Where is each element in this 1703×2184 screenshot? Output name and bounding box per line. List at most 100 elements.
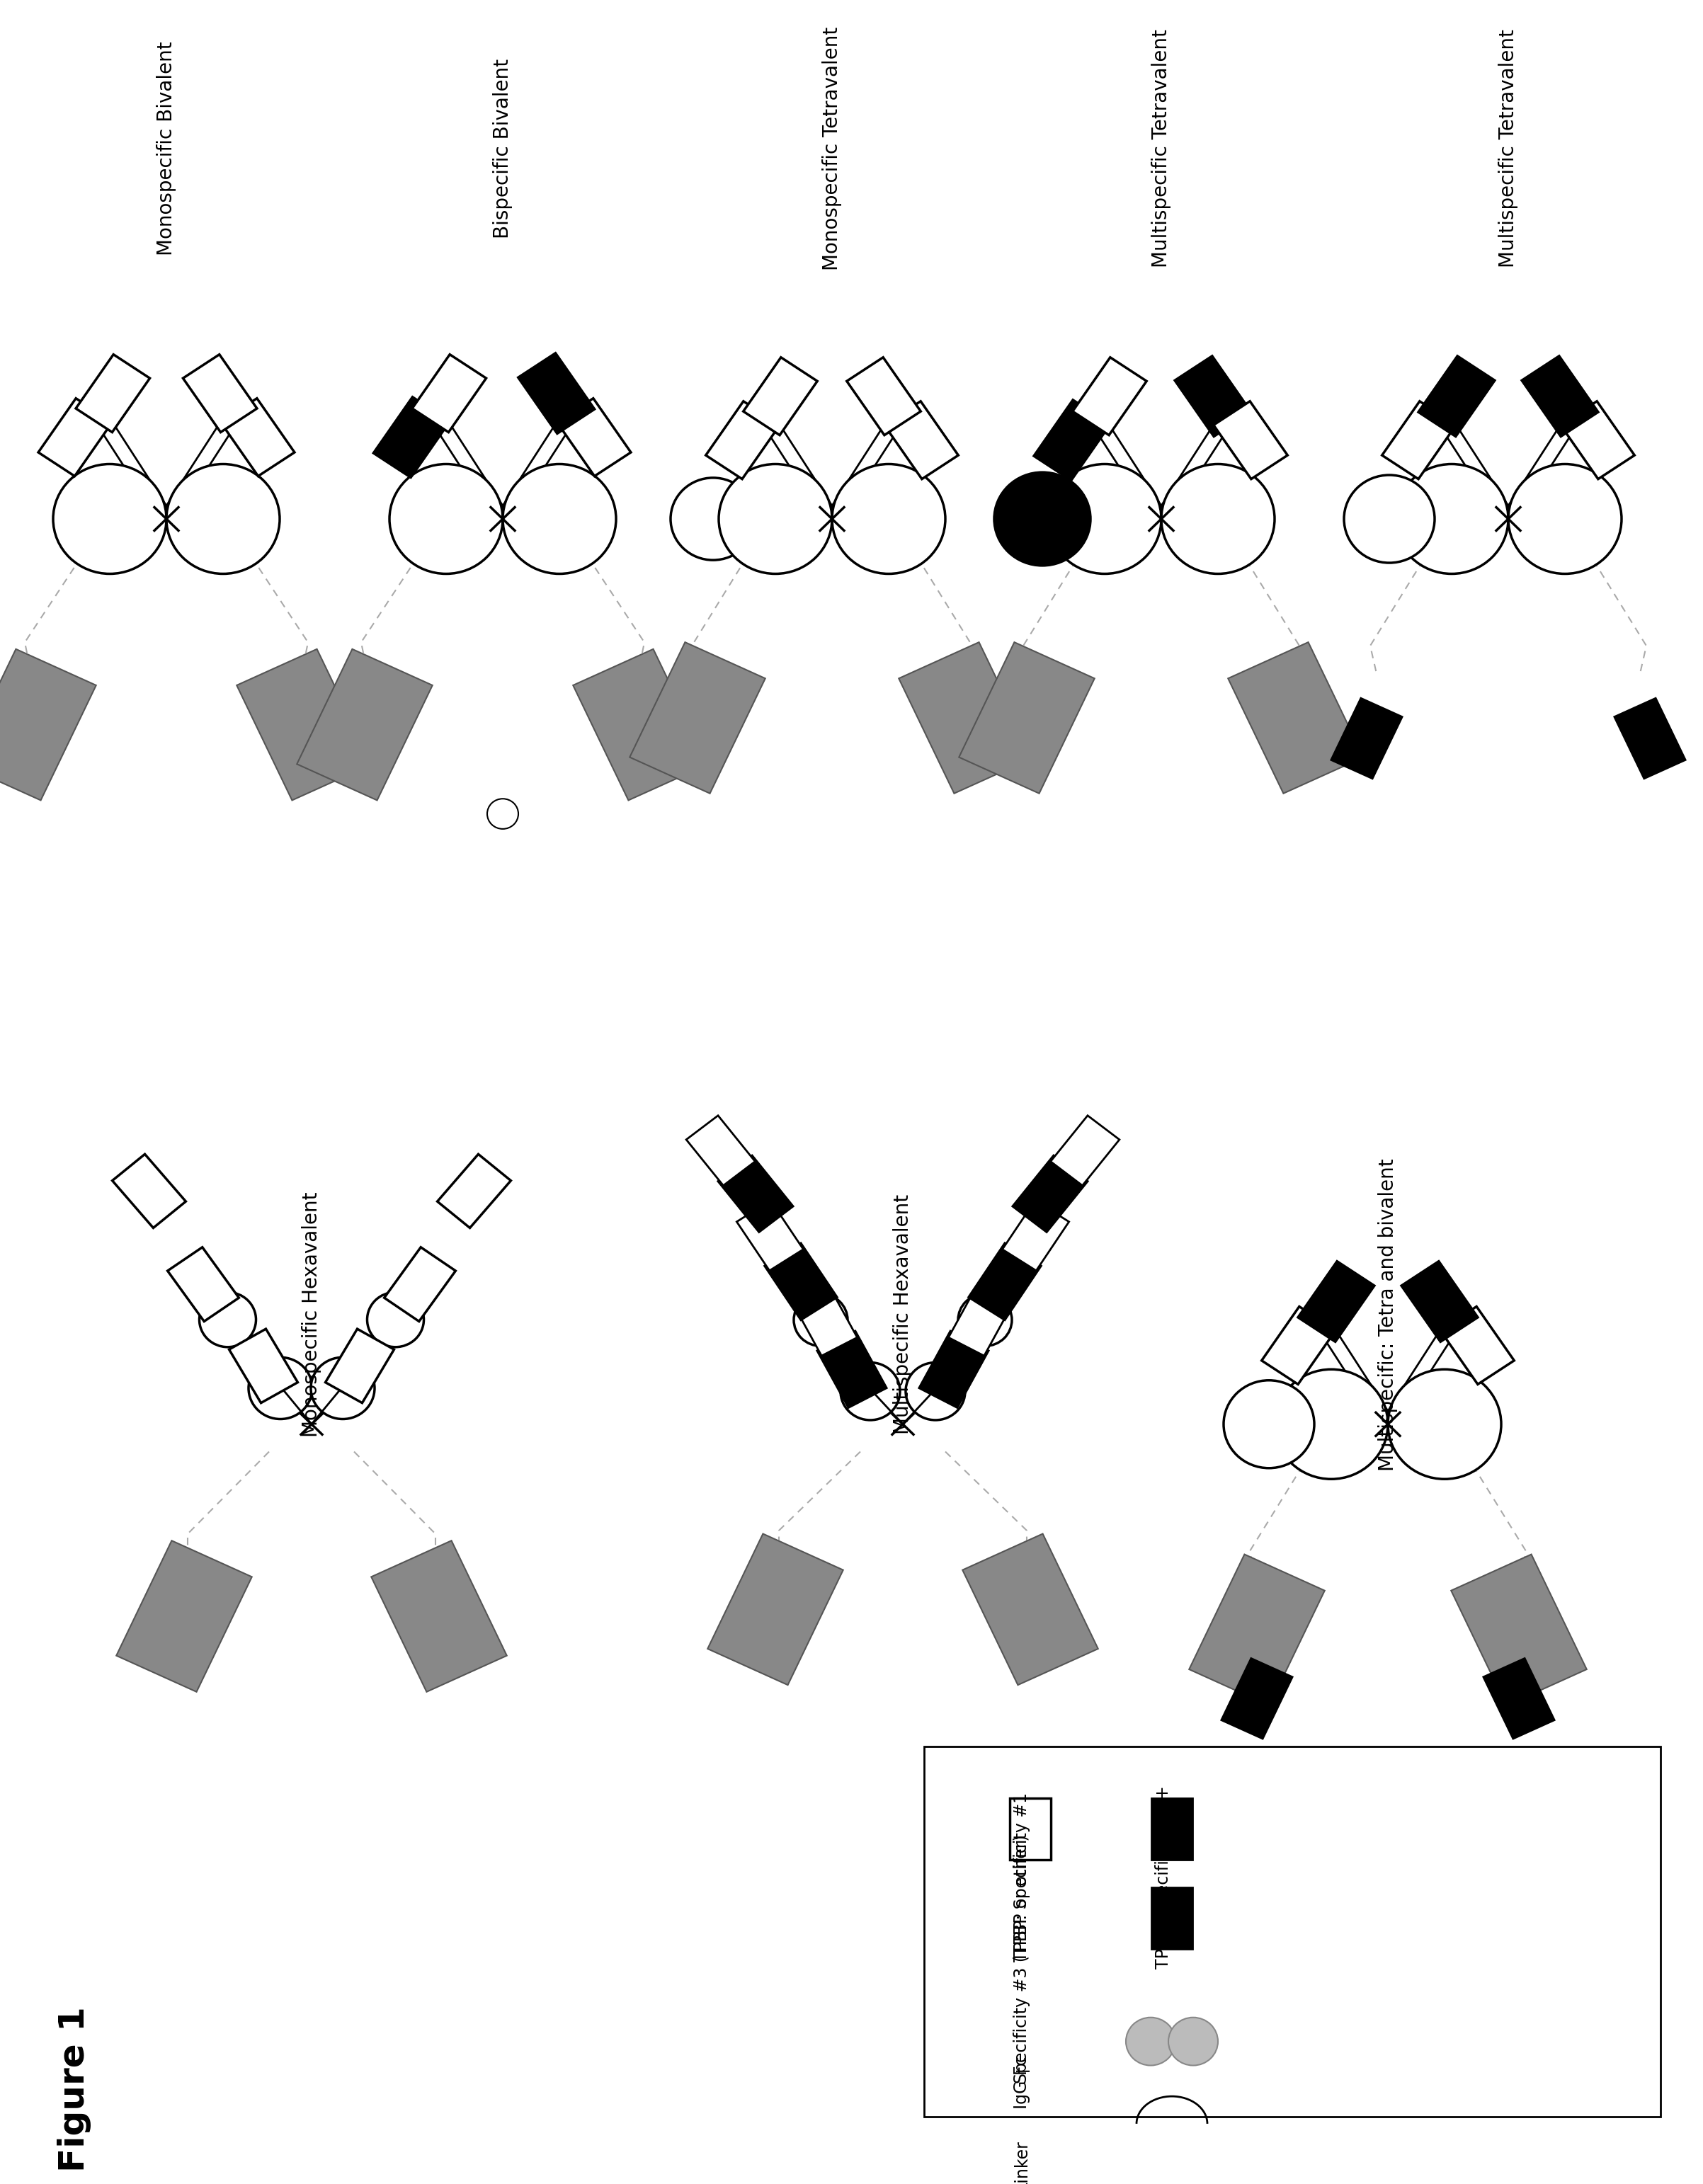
Polygon shape [1521, 356, 1599, 437]
Polygon shape [230, 1328, 298, 1402]
Text: Monospecific Bivalent: Monospecific Bivalent [157, 41, 177, 256]
Circle shape [1395, 463, 1509, 574]
Polygon shape [925, 1747, 1660, 2116]
Polygon shape [1383, 402, 1456, 478]
Text: Figure 1: Figure 1 [58, 2007, 92, 2173]
Polygon shape [949, 1286, 1012, 1356]
Polygon shape [220, 397, 295, 476]
Polygon shape [1330, 699, 1403, 780]
Circle shape [502, 463, 616, 574]
Polygon shape [1151, 1797, 1192, 1861]
Text: Multispecific: Tetra and bivalent: Multispecific: Tetra and bivalent [1378, 1158, 1398, 1470]
Circle shape [249, 1356, 312, 1420]
Text: TPBP: Specificity #1: TPBP: Specificity #1 [1013, 1793, 1030, 1961]
Circle shape [487, 799, 518, 830]
Text: Monospecific Hexavalent: Monospecific Hexavalent [301, 1192, 322, 1437]
Polygon shape [899, 642, 1034, 793]
Circle shape [1168, 2018, 1218, 2066]
Polygon shape [385, 1247, 456, 1321]
Polygon shape [1483, 1658, 1555, 1738]
Polygon shape [967, 1243, 1042, 1321]
Circle shape [671, 478, 756, 559]
Polygon shape [1010, 1797, 1051, 1861]
Polygon shape [325, 1328, 393, 1402]
Polygon shape [1003, 1201, 1069, 1271]
Polygon shape [518, 352, 596, 435]
Polygon shape [1417, 356, 1495, 437]
Polygon shape [630, 642, 765, 793]
Circle shape [719, 463, 833, 574]
Polygon shape [1451, 1555, 1587, 1706]
Polygon shape [794, 1286, 857, 1356]
Polygon shape [167, 1247, 238, 1321]
Polygon shape [116, 1540, 252, 1693]
Polygon shape [1034, 400, 1110, 480]
Polygon shape [1221, 1658, 1293, 1738]
Circle shape [1224, 1380, 1315, 1468]
Polygon shape [817, 1330, 887, 1409]
Polygon shape [884, 402, 959, 478]
Polygon shape [371, 1540, 507, 1693]
Polygon shape [1073, 358, 1146, 435]
Polygon shape [296, 649, 433, 799]
Circle shape [1509, 463, 1621, 574]
Polygon shape [182, 354, 257, 432]
Polygon shape [962, 1533, 1098, 1686]
Text: Monospecific Tetravalent: Monospecific Tetravalent [823, 26, 841, 271]
Polygon shape [1173, 356, 1252, 437]
Polygon shape [765, 1243, 838, 1321]
Polygon shape [705, 402, 780, 478]
Text: TPBP: Specificity #2+: TPBP: Specificity #2+ [1155, 1784, 1172, 1968]
Circle shape [53, 463, 167, 574]
Polygon shape [1402, 1260, 1478, 1343]
Text: Multispecific Tetravalent: Multispecific Tetravalent [1151, 28, 1172, 269]
Circle shape [1161, 463, 1274, 574]
Polygon shape [557, 397, 630, 476]
Circle shape [906, 1363, 966, 1420]
Polygon shape [1228, 642, 1364, 793]
Circle shape [1126, 2018, 1175, 2066]
Polygon shape [112, 1153, 186, 1227]
Circle shape [1047, 463, 1161, 574]
Polygon shape [0, 649, 95, 799]
Polygon shape [1614, 699, 1686, 780]
Circle shape [959, 1293, 1012, 1345]
Text: Bispecific Bivalent: Bispecific Bivalent [492, 59, 513, 238]
Circle shape [390, 463, 502, 574]
Polygon shape [686, 1116, 754, 1186]
Text: IgG Fc: IgG Fc [1013, 2055, 1030, 2110]
Polygon shape [37, 397, 112, 476]
Text: Multispecific Tetravalent: Multispecific Tetravalent [1499, 28, 1517, 269]
Polygon shape [438, 1153, 511, 1227]
Polygon shape [1441, 1306, 1514, 1385]
Polygon shape [846, 358, 921, 435]
Polygon shape [1189, 1555, 1325, 1706]
Circle shape [1388, 1369, 1500, 1479]
Polygon shape [959, 642, 1095, 793]
Circle shape [995, 472, 1090, 566]
Polygon shape [373, 395, 451, 478]
Polygon shape [1262, 1306, 1335, 1385]
Circle shape [312, 1356, 375, 1420]
Polygon shape [77, 354, 150, 432]
Circle shape [368, 1293, 424, 1348]
Polygon shape [412, 354, 485, 432]
Polygon shape [572, 649, 708, 799]
Polygon shape [1051, 1116, 1119, 1186]
Circle shape [1274, 1369, 1388, 1479]
Polygon shape [717, 1155, 794, 1232]
Text: Multispecific Hexavalent: Multispecific Hexavalent [892, 1195, 913, 1435]
Polygon shape [1151, 1887, 1192, 1948]
Circle shape [199, 1293, 255, 1348]
Polygon shape [1012, 1155, 1088, 1232]
Polygon shape [1560, 402, 1635, 478]
Circle shape [833, 463, 945, 574]
Polygon shape [737, 1201, 804, 1271]
Circle shape [1344, 476, 1434, 563]
Circle shape [167, 463, 279, 574]
Polygon shape [707, 1533, 843, 1686]
Circle shape [841, 1363, 899, 1420]
Polygon shape [918, 1330, 989, 1409]
Polygon shape [1214, 402, 1287, 478]
Text: Specificity #3 (TPBP or other): Specificity #3 (TPBP or other) [1013, 1835, 1030, 2084]
